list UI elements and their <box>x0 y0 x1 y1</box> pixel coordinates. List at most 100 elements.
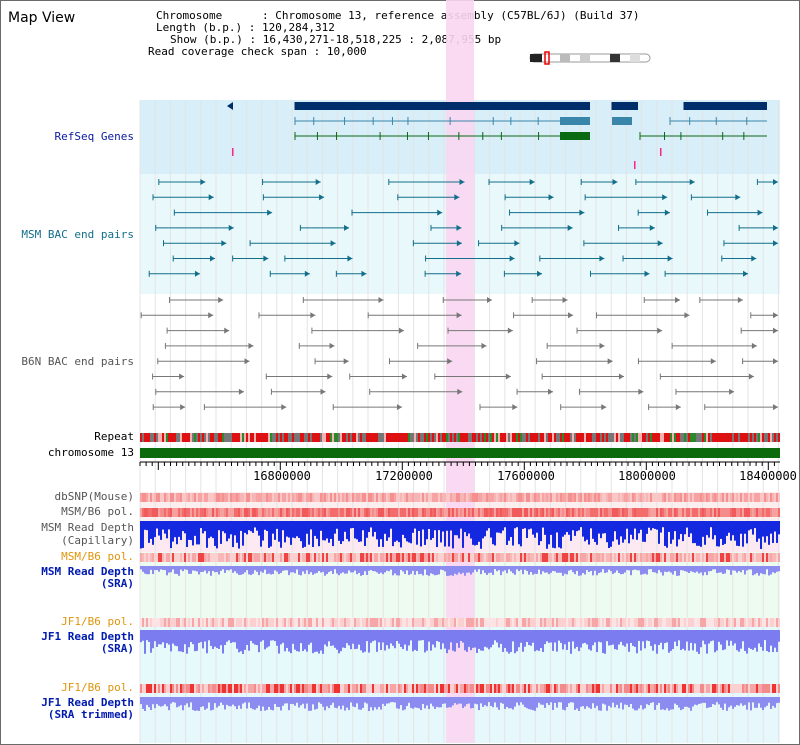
polymorphism-mark <box>234 618 236 627</box>
chromosome-bar <box>140 448 780 458</box>
bac-end <box>456 224 462 231</box>
repeat-mark <box>386 433 388 442</box>
repeat-mark <box>744 433 746 442</box>
polymorphism-mark <box>414 508 416 517</box>
depth-mark <box>432 566 434 575</box>
polymorphism-mark <box>294 553 296 562</box>
polymorphism-mark <box>300 618 302 627</box>
depth-mark <box>596 521 598 545</box>
polymorphism-mark <box>368 553 370 562</box>
depth-mark <box>680 521 682 534</box>
polymorphism-mark <box>654 508 656 517</box>
depth-mark <box>536 566 538 574</box>
polymorphism-mark <box>354 618 356 627</box>
depth-mark <box>276 566 278 572</box>
depth-mark <box>464 521 466 533</box>
repeat-mark <box>500 433 502 442</box>
polymorphism-mark <box>286 493 288 502</box>
depth-mark <box>164 697 166 705</box>
depth-mark <box>716 630 718 651</box>
depth-mark <box>254 697 256 710</box>
depth-mark <box>616 697 618 705</box>
polymorphism-mark <box>562 553 564 562</box>
polymorphism-mark <box>620 684 622 693</box>
polymorphism-mark <box>644 618 646 627</box>
polymorphism-mark <box>476 618 478 627</box>
polymorphism-mark <box>504 618 506 627</box>
polymorphism-mark <box>702 508 704 517</box>
polymorphism-mark <box>734 684 736 693</box>
depth-mark <box>476 697 478 705</box>
polymorphism-mark <box>468 493 470 502</box>
polymorphism-mark <box>308 553 310 562</box>
depth-mark <box>350 697 352 703</box>
depth-mark <box>230 521 232 535</box>
track-label-refseq[interactable]: RefSeq Genes <box>54 130 134 143</box>
polymorphism-mark <box>548 508 550 517</box>
polymorphism-mark <box>158 493 160 502</box>
depth-mark <box>426 630 428 651</box>
polymorphism-mark <box>658 508 660 517</box>
polymorphism-mark <box>694 618 696 627</box>
polymorphism-mark <box>744 684 746 693</box>
depth-mark <box>274 566 276 571</box>
polymorphism-mark <box>402 618 404 627</box>
polymorphism-mark <box>690 493 692 502</box>
repeat-mark <box>328 433 330 442</box>
depth-mark <box>614 521 616 532</box>
polymorphism-mark <box>540 508 542 517</box>
depth-mark <box>340 521 342 545</box>
repeat-mark <box>472 433 474 442</box>
polymorphism-mark <box>480 684 482 693</box>
polymorphism-mark <box>528 508 530 517</box>
depth-mark <box>554 566 556 572</box>
depth-mark <box>594 630 596 643</box>
depth-mark <box>482 521 484 539</box>
polymorphism-mark <box>380 553 382 562</box>
polymorphism-mark <box>168 508 170 517</box>
polymorphism-mark <box>282 618 284 627</box>
depth-mark <box>600 697 602 711</box>
polymorphism-mark <box>152 493 154 502</box>
polymorphism-mark <box>664 618 666 627</box>
depth-mark <box>586 521 588 540</box>
depth-mark <box>194 697 196 711</box>
depth-mark <box>184 566 186 570</box>
depth-mark <box>448 566 450 576</box>
depth-mark <box>308 521 310 545</box>
depth-mark <box>720 630 722 645</box>
repeat-mark <box>272 433 274 442</box>
depth-mark <box>744 566 746 575</box>
depth-mark <box>298 630 300 652</box>
depth-mark <box>592 521 594 539</box>
polymorphism-mark <box>254 618 256 627</box>
polymorphism-mark <box>772 684 774 693</box>
depth-mark <box>198 566 200 575</box>
polymorphism-mark <box>720 508 722 517</box>
polymorphism-mark <box>284 618 286 627</box>
polymorphism-mark <box>490 493 492 502</box>
polymorphism-mark <box>564 553 566 562</box>
polymorphism-mark <box>140 553 142 562</box>
track-label-b6n-bac[interactable]: B6N BAC end pairs <box>21 355 134 368</box>
depth-mark <box>158 566 160 572</box>
depth-mark <box>274 697 276 704</box>
polymorphism-mark <box>536 553 538 562</box>
bac-end <box>459 179 465 185</box>
depth-mark <box>234 697 236 707</box>
polymorphism-mark <box>758 553 760 562</box>
track-label-msm-bac[interactable]: MSM BAC end pairs <box>21 228 134 241</box>
polymorphism-mark <box>140 508 142 517</box>
polymorphism-mark <box>246 553 248 562</box>
depth-mark <box>628 566 630 571</box>
polymorphism-mark <box>616 553 618 562</box>
polymorphism-mark <box>768 493 770 502</box>
polymorphism-mark <box>362 618 364 627</box>
bac-end <box>568 312 574 319</box>
polymorphism-mark <box>426 553 428 562</box>
polymorphism-mark <box>678 493 680 502</box>
depth-mark <box>688 521 690 537</box>
depth-mark <box>676 630 678 647</box>
depth-mark <box>502 566 504 572</box>
